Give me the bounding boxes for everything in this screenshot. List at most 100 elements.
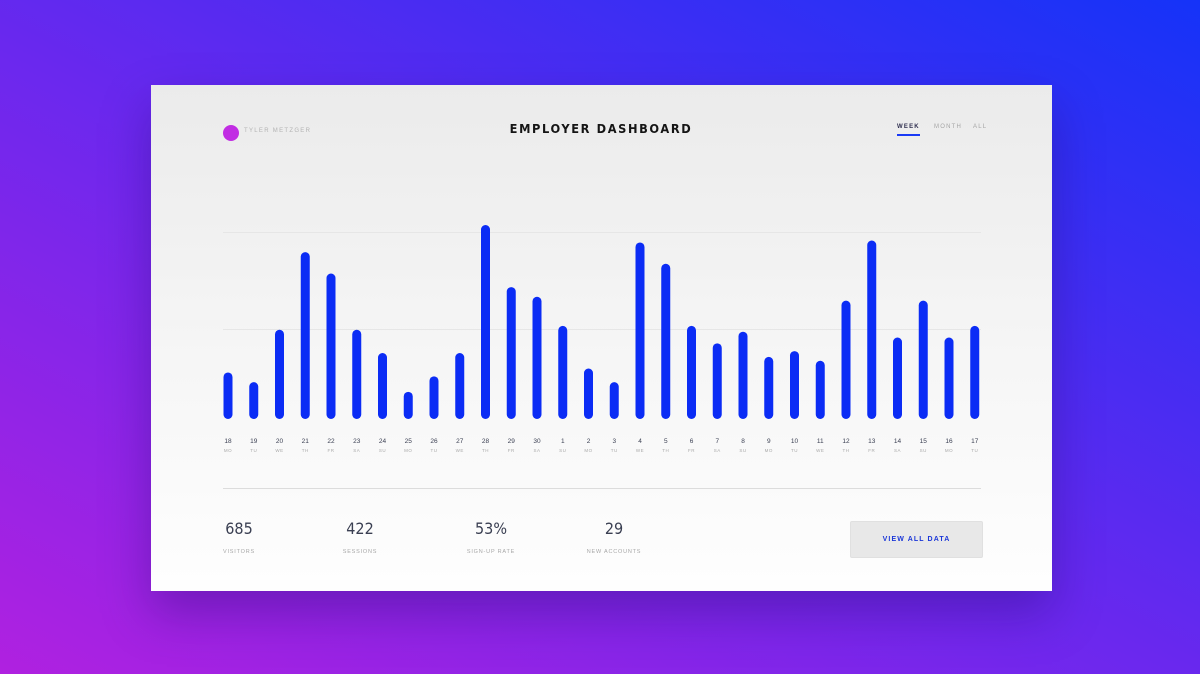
chart-bar[interactable] bbox=[223, 372, 233, 419]
chart-bar[interactable] bbox=[300, 252, 310, 419]
chart-bar[interactable] bbox=[815, 360, 825, 419]
x-tick-label: 29 bbox=[508, 438, 516, 445]
x-weekday-label: TH bbox=[843, 448, 850, 453]
x-tick-label: 22 bbox=[327, 438, 335, 445]
chart-bar[interactable] bbox=[918, 300, 928, 419]
page-title: EMPLOYER DASHBOARD bbox=[509, 122, 693, 136]
chart-bar[interactable] bbox=[970, 325, 980, 419]
chart-bar[interactable] bbox=[790, 351, 799, 419]
chart-bar[interactable] bbox=[326, 273, 336, 420]
x-weekday-label: SU bbox=[920, 448, 927, 453]
chart-bar[interactable] bbox=[661, 263, 671, 419]
chart-bar[interactable] bbox=[687, 325, 696, 419]
stat-signup-rate-label: SIGN-UP RATE bbox=[466, 549, 516, 555]
x-tick-label: 21 bbox=[302, 438, 310, 445]
x-weekday-label: MO bbox=[945, 448, 953, 453]
x-tick-label: 6 bbox=[690, 438, 694, 445]
x-tick-label: 12 bbox=[842, 438, 850, 445]
chart-bar[interactable] bbox=[352, 329, 362, 419]
x-weekday-label: WE bbox=[456, 448, 464, 453]
x-tick-label: 30 bbox=[533, 438, 541, 445]
x-tick-label: 19 bbox=[250, 438, 258, 445]
chart-bar[interactable] bbox=[558, 325, 568, 419]
x-tick-label: 15 bbox=[920, 438, 928, 445]
x-tick-label: 20 bbox=[276, 438, 284, 445]
chart-bar[interactable] bbox=[584, 368, 593, 419]
x-tick-label: 2 bbox=[587, 438, 591, 445]
chart-bar[interactable] bbox=[738, 331, 748, 419]
x-tick-label: 14 bbox=[894, 438, 902, 445]
chart-bar[interactable] bbox=[944, 337, 954, 419]
active-tab-underline bbox=[897, 134, 920, 136]
avatar[interactable] bbox=[223, 125, 239, 141]
x-weekday-label: SA bbox=[714, 448, 721, 453]
chart-gridline bbox=[223, 329, 981, 330]
x-tick-label: 25 bbox=[405, 438, 413, 445]
x-weekday-label: MO bbox=[404, 448, 412, 453]
chart-bar[interactable] bbox=[867, 240, 877, 419]
chart-bar[interactable] bbox=[532, 296, 542, 419]
x-weekday-label: SA bbox=[533, 448, 540, 453]
x-tick-label: 16 bbox=[945, 438, 953, 445]
view-all-data-button[interactable]: VIEW ALL DATA bbox=[850, 521, 983, 558]
user-name: TYLER METZGER bbox=[244, 128, 312, 134]
x-weekday-label: WE bbox=[816, 448, 824, 453]
x-tick-label: 1 bbox=[561, 438, 565, 445]
x-tick-label: 27 bbox=[456, 438, 464, 445]
x-tick-label: 18 bbox=[224, 438, 232, 445]
x-tick-label: 7 bbox=[715, 438, 719, 445]
chart-bar[interactable] bbox=[429, 376, 439, 419]
chart-bar[interactable] bbox=[506, 287, 516, 419]
x-weekday-label: SU bbox=[559, 448, 566, 453]
chart-bar[interactable] bbox=[455, 353, 465, 419]
period-tabs: WEEK MONTH ALL bbox=[151, 124, 1052, 140]
x-weekday-label: WE bbox=[636, 448, 644, 453]
chart-bar[interactable] bbox=[764, 356, 774, 419]
chart-bar[interactable] bbox=[635, 242, 645, 419]
x-tick-label: 17 bbox=[971, 438, 979, 445]
chart-bar[interactable] bbox=[893, 337, 902, 419]
x-weekday-label: TU bbox=[971, 448, 978, 453]
chart-bar[interactable] bbox=[403, 391, 413, 419]
chart-bar[interactable] bbox=[609, 382, 619, 419]
chart-bar[interactable] bbox=[481, 225, 490, 419]
x-weekday-label: FR bbox=[508, 448, 515, 453]
x-tick-label: 13 bbox=[868, 438, 876, 445]
chart-bar[interactable] bbox=[249, 382, 259, 419]
tab-all[interactable]: ALL bbox=[973, 124, 987, 130]
tab-month[interactable]: MONTH bbox=[934, 124, 962, 130]
tab-week[interactable]: WEEK bbox=[897, 124, 920, 136]
x-weekday-label: TH bbox=[482, 448, 489, 453]
stat-signup-rate-value: 53% bbox=[474, 519, 508, 538]
chart-gridline bbox=[223, 232, 981, 233]
x-weekday-label: FR bbox=[868, 448, 875, 453]
x-tick-label: 24 bbox=[379, 438, 387, 445]
stat-new-accounts-label: NEW ACCOUNTS bbox=[586, 549, 642, 555]
x-weekday-label: TU bbox=[611, 448, 618, 453]
stat-visitors-value: 685 bbox=[225, 519, 253, 538]
x-weekday-label: SA bbox=[894, 448, 901, 453]
chart-bar[interactable] bbox=[841, 300, 851, 419]
x-weekday-label: MO bbox=[765, 448, 773, 453]
x-weekday-label: SU bbox=[379, 448, 386, 453]
tab-month-label: MONTH bbox=[934, 124, 962, 130]
x-tick-label: 26 bbox=[430, 438, 438, 445]
x-tick-label: 5 bbox=[664, 438, 668, 445]
x-weekday-label: TH bbox=[302, 448, 309, 453]
section-divider bbox=[223, 488, 981, 489]
chart-bar[interactable] bbox=[712, 343, 722, 419]
x-weekday-label: TU bbox=[791, 448, 798, 453]
chart-bar[interactable] bbox=[378, 353, 387, 419]
x-weekday-label: FR bbox=[328, 448, 335, 453]
x-weekday-label: TU bbox=[250, 448, 257, 453]
x-weekday-label: MO bbox=[584, 448, 592, 453]
x-weekday-label: SA bbox=[353, 448, 360, 453]
x-tick-label: 11 bbox=[817, 438, 824, 445]
stat-new-accounts-value: 29 bbox=[604, 519, 624, 538]
x-weekday-label: SU bbox=[739, 448, 746, 453]
dashboard-card: TYLER METZGER EMPLOYER DASHBOARD WEEK MO… bbox=[151, 85, 1052, 591]
x-tick-label: 8 bbox=[741, 438, 745, 445]
chart-bar[interactable] bbox=[275, 329, 284, 419]
x-tick-label: 9 bbox=[767, 438, 771, 445]
stat-sessions-label: SESSIONS bbox=[342, 549, 378, 555]
